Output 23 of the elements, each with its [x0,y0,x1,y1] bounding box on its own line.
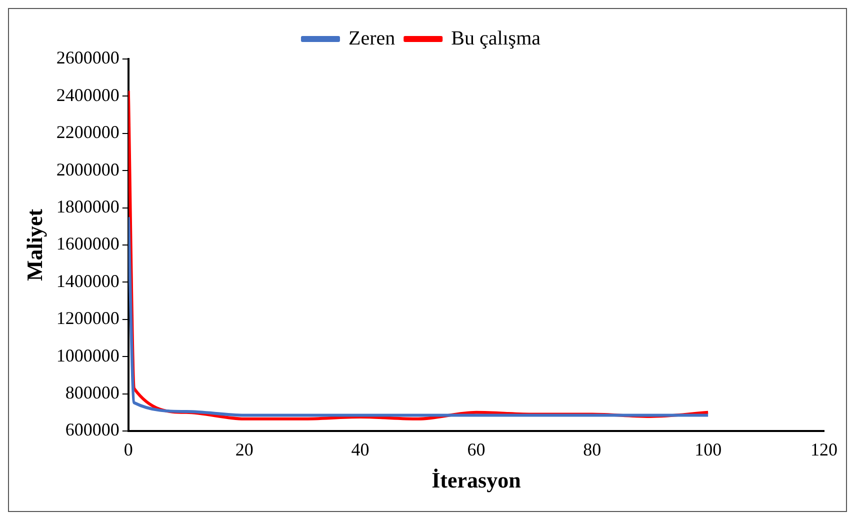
x-tick-label: 20 [235,440,254,460]
y-tick-label: 1800000 [56,196,120,217]
x-axis-title: İterasyon [432,467,521,492]
legend-label: Zeren [348,27,396,50]
y-tick-label: 2200000 [56,122,120,142]
legend-label: Bu çalışma [451,27,541,50]
y-axis-title: Maliyet [22,208,47,282]
line-series [128,216,710,417]
y-tick-label: 2400000 [56,84,120,105]
y-tick-label: 1000000 [56,345,120,366]
y-tick-label: 800000 [65,382,120,403]
x-tick-label: 80 [583,440,602,460]
x-tick-label: 60 [467,440,486,460]
y-tick-label: 1600000 [56,234,120,254]
y-tick-label: 1400000 [56,270,120,291]
x-tick-label: 120 [810,440,838,460]
x-tick-label: 100 [694,440,722,460]
x-tick-label: 40 [351,440,370,460]
x-tick-label: 0 [124,440,133,460]
y-tick-label: 2000000 [56,159,120,180]
y-tick-label: 600000 [65,420,120,440]
y-tick-label: 2600000 [56,48,120,68]
y-tick-label: 1200000 [56,308,120,328]
